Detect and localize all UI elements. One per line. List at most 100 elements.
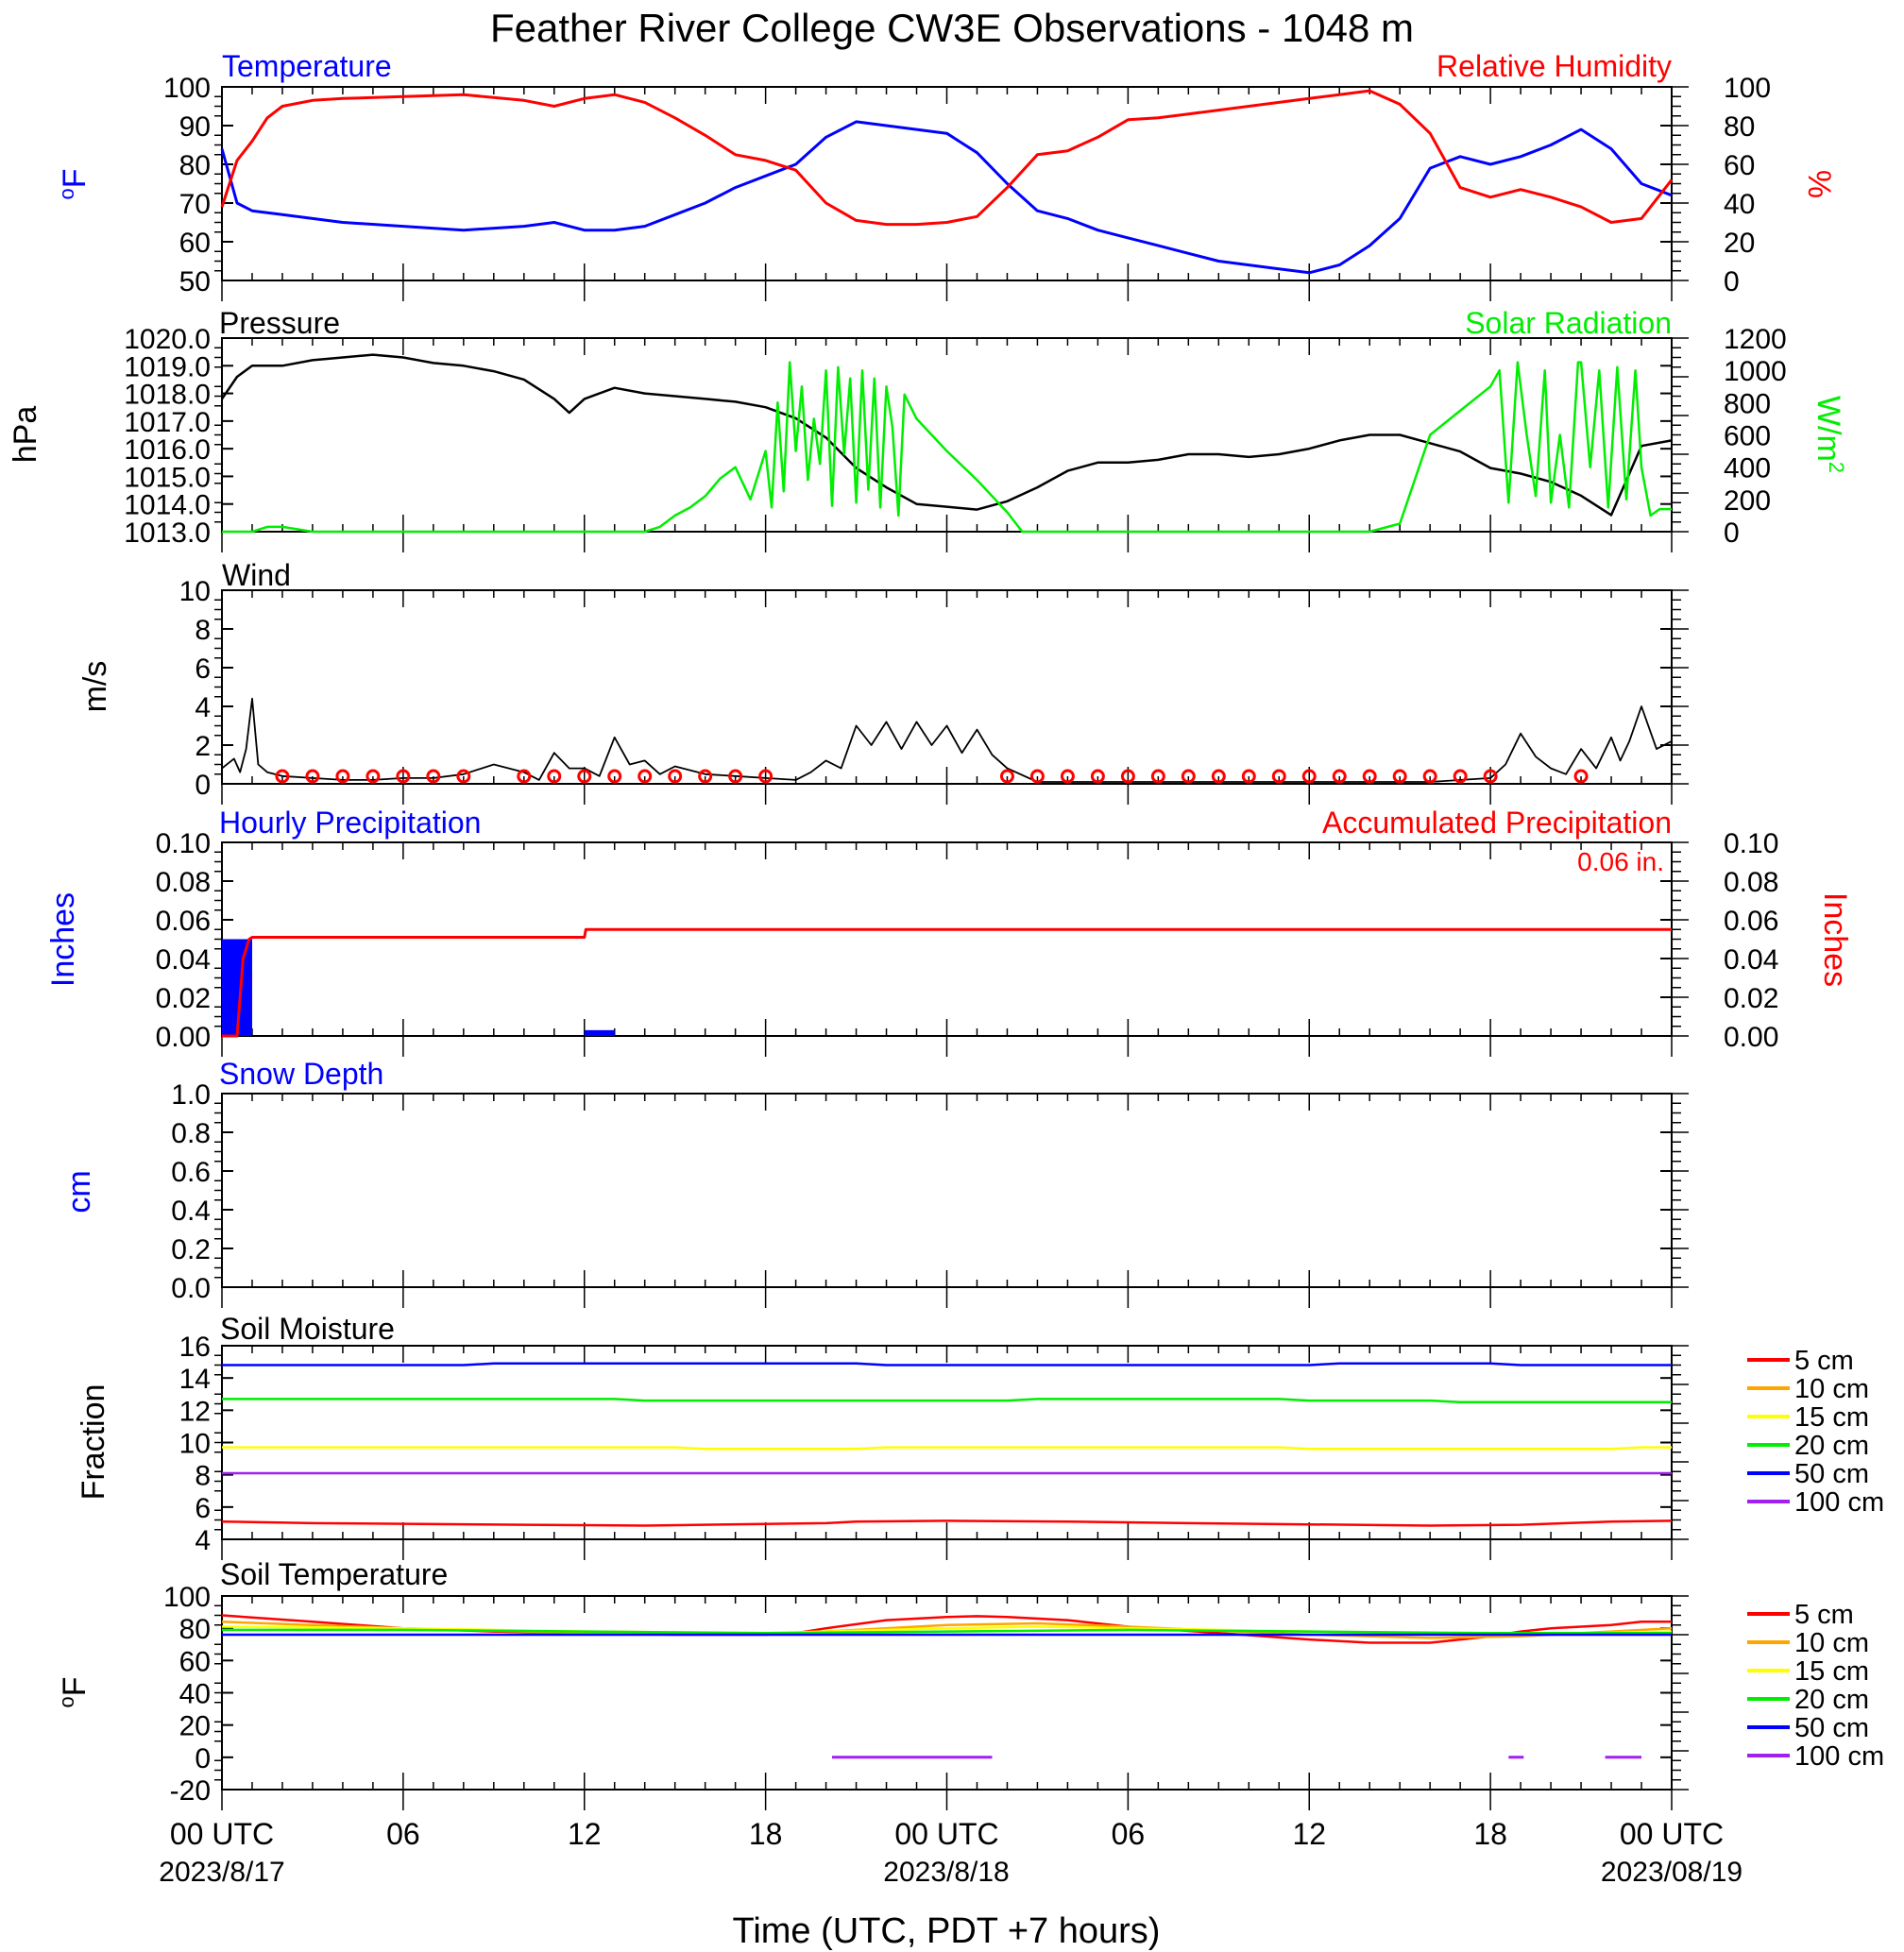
ytick-left-p2-3: 4 <box>195 692 211 723</box>
ytick-left-p1-6: 1014.0 <box>124 490 211 521</box>
wind-calm-marker <box>1060 769 1075 784</box>
wind-ylabel: m/s <box>77 661 113 713</box>
ytick-right-p1-2: 800 <box>1724 388 1771 419</box>
legend-label-p5-4: 50 cm <box>1794 1459 1869 1489</box>
ytick-right-p0-3: 40 <box>1724 189 1755 220</box>
legend-label-p6-5: 100 cm <box>1794 1741 1884 1772</box>
wind-calm-marker <box>1150 769 1165 784</box>
ytick-right-p3-1: 0.08 <box>1724 867 1778 898</box>
ytick-right-p3-2: 0.06 <box>1724 906 1778 937</box>
ytick-left-p6-4: 20 <box>179 1711 211 1742</box>
wind-title: Wind <box>222 558 291 592</box>
ytick-left-p4-3: 0.4 <box>171 1196 211 1227</box>
chart-title: Feather River College CW3E Observations … <box>490 6 1414 50</box>
ytick-left-p4-0: 1.0 <box>171 1079 211 1111</box>
panel-snow: Snow Depth cm <box>61 1057 1673 1288</box>
ytick-right-p0-1: 80 <box>1724 111 1755 143</box>
temperature-title: Temperature <box>222 49 392 83</box>
ytick-right-p3-4: 0.02 <box>1724 983 1778 1014</box>
line-soil-moisture-5cm <box>221 1519 1673 1527</box>
wind-calm-marker <box>1090 769 1105 784</box>
ytick-right-p1-0: 1200 <box>1724 324 1787 355</box>
ytick-left-p0-5: 50 <box>179 266 211 297</box>
panel-soil-moisture-frame <box>221 1345 1673 1540</box>
xtick-label-1: 06 <box>386 1817 420 1851</box>
panel-pressure: Pressure Solar Radiation hPa W/m2 <box>8 306 1849 533</box>
legend-label-p5-0: 5 cm <box>1794 1346 1854 1376</box>
legend-label-p6-3: 20 cm <box>1794 1685 1869 1715</box>
legend-label-p6-2: 15 cm <box>1794 1656 1869 1687</box>
wind-calm-marker <box>517 769 532 784</box>
legend-label-p5-3: 20 cm <box>1794 1431 1869 1461</box>
wind-calm-marker <box>1362 769 1377 784</box>
chart-marks: 10090807060501008060402001020.01019.0101… <box>124 73 1884 1810</box>
wind-calm-marker <box>547 769 562 784</box>
ytick-left-p1-2: 1018.0 <box>124 380 211 411</box>
panel-pressure-frame <box>221 337 1673 533</box>
xtick-label-3: 18 <box>749 1817 783 1851</box>
soil-temp-ylabel: oF <box>55 1676 94 1707</box>
ytick-left-p1-0: 1020.0 <box>124 324 211 355</box>
xtick-label-6: 12 <box>1292 1817 1326 1851</box>
panel-wind: Wind m/s <box>77 558 1673 785</box>
wind-calm-marker <box>607 769 622 784</box>
wind-calm-marker <box>335 769 350 784</box>
xtick-label-7: 18 <box>1473 1817 1507 1851</box>
ytick-left-p1-4: 1016.0 <box>124 434 211 466</box>
precip-ylabel-left: Inches <box>45 892 81 987</box>
legend-label-p5-1: 10 cm <box>1794 1374 1869 1404</box>
wind-calm-marker <box>426 769 441 784</box>
panel-precipitation: Hourly Precipitation Accumulated Precipi… <box>45 806 1853 1037</box>
line-soil-moisture-50cm <box>222 1362 1672 1366</box>
wind-calm-marker <box>638 769 653 784</box>
ytick-left-p6-5: 0 <box>195 1743 211 1774</box>
humidity-ylabel: % <box>1801 170 1837 198</box>
xtick-label-2: 12 <box>568 1817 602 1851</box>
legend-label-p5-2: 15 cm <box>1794 1402 1869 1433</box>
ytick-left-p5-1: 14 <box>179 1364 211 1395</box>
ytick-left-p4-4: 0.2 <box>171 1234 211 1265</box>
pressure-title: Pressure <box>219 306 340 340</box>
ytick-left-p6-3: 40 <box>179 1679 211 1710</box>
wind-calm-marker <box>1301 769 1317 784</box>
ytick-right-p1-3: 600 <box>1724 421 1771 452</box>
ytick-left-p2-1: 8 <box>195 615 211 646</box>
wind-calm-marker <box>1271 769 1286 784</box>
ytick-left-p2-0: 10 <box>179 576 211 607</box>
x-axis: 00 UTC 06 12 18 00 UTC 06 12 18 00 UTC <box>170 1817 1724 1851</box>
soil-temp-title: Soil Temperature <box>220 1557 448 1591</box>
line-soil-moisture-15cm <box>222 1446 1672 1451</box>
panel-soil-temperature: Soil Temperature oF <box>55 1557 1673 1791</box>
soil-moisture-title: Soil Moisture <box>220 1312 395 1346</box>
hourly-precip-bar <box>584 1029 615 1036</box>
precip-ylabel-right: Inches <box>1817 892 1853 987</box>
ytick-right-p0-5: 0 <box>1724 266 1740 297</box>
wind-calm-marker <box>305 769 320 784</box>
ytick-left-p1-1: 1019.0 <box>124 351 211 382</box>
wind-calm-marker <box>1211 769 1226 784</box>
wind-calm-marker <box>1241 769 1256 784</box>
wind-calm-marker <box>1422 769 1437 784</box>
legend-label-p6-4: 50 cm <box>1794 1713 1869 1743</box>
ytick-left-p5-2: 12 <box>179 1396 211 1427</box>
wind-calm-marker <box>698 769 713 784</box>
ytick-left-p3-1: 0.08 <box>156 867 211 898</box>
wind-calm-marker <box>1453 769 1468 784</box>
panel-temperature-frame <box>221 86 1673 281</box>
ytick-left-p1-5: 1015.0 <box>124 462 211 493</box>
wind-calm-marker <box>758 769 774 784</box>
wind-calm-marker <box>1573 769 1589 784</box>
ytick-left-p6-2: 60 <box>179 1646 211 1677</box>
ytick-right-p3-5: 0.00 <box>1724 1022 1778 1053</box>
xtick-label-8: 00 UTC <box>1620 1817 1724 1851</box>
wind-calm-marker <box>1029 769 1045 784</box>
ytick-right-p3-0: 0.10 <box>1724 828 1778 859</box>
ytick-left-p5-4: 8 <box>195 1461 211 1492</box>
wind-calm-marker <box>396 769 411 784</box>
ytick-left-p2-4: 2 <box>195 731 211 762</box>
ytick-right-p1-1: 1000 <box>1724 356 1787 387</box>
ytick-right-p1-4: 400 <box>1724 453 1771 484</box>
ytick-left-p3-0: 0.10 <box>156 828 211 859</box>
panel-snow-frame <box>221 1093 1673 1288</box>
ytick-right-p3-3: 0.04 <box>1724 944 1778 976</box>
